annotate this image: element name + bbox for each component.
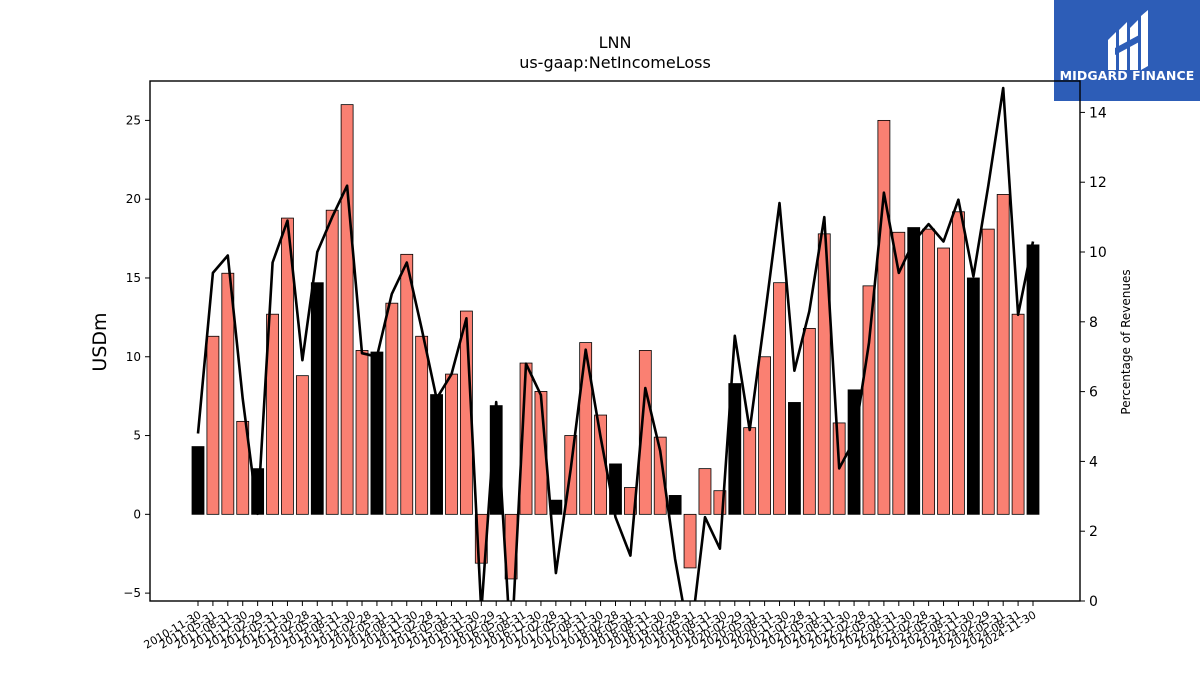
bar-2021-02-28 [802,327,816,515]
y-tick-label: 0 [133,507,141,521]
midgard-logo-icon [1108,10,1148,70]
y2-tick-label: 8 [1089,315,1098,331]
bar-2020-05-31 [758,356,772,515]
bar-2020-02-29 [743,427,757,515]
bar-2019-05-31 [698,468,712,515]
bar-2014-08-31 [415,335,429,515]
bar-2023-11-30 [966,277,980,515]
bar-2023-08-31 [952,211,965,515]
bar-2014-02-28 [385,302,399,515]
bar-2018-08-31 [653,436,667,515]
bar-2024-11-30 [1026,244,1040,515]
bar-2014-11-30 [430,394,443,515]
y2-tick-label: 10 [1089,245,1107,261]
brand-logo: MIDGARD FINANCE [1054,0,1200,101]
bar-2024-05-31 [996,194,1010,515]
y-axis-label: USDm [89,312,111,371]
bar-2019-02-28 [683,513,697,569]
bar-2010-11-30 [191,446,205,515]
bar-2012-08-31 [295,375,309,515]
y-tick-label: 5 [133,429,141,443]
bar-2022-05-31 [877,119,891,515]
y2-axis-label: Percentage of Revenues [1119,269,1133,414]
chart-title: LNN [599,33,632,52]
bar-2015-02-28 [445,373,458,515]
bar-2023-05-31 [937,247,950,515]
bar-2013-05-31 [340,104,354,515]
bar-2018-05-31 [638,350,652,515]
bar-2012-11-30 [310,282,324,515]
bar-2018-11-30 [668,495,682,515]
y-tick-label: 25 [126,113,141,127]
bar-2011-02-28 [206,335,220,515]
y2-tick-label: 12 [1089,175,1107,191]
bar-2022-08-31 [892,231,906,515]
y2-tick-label: 4 [1089,454,1098,470]
y-tick-label: 10 [126,350,141,364]
y-tick-label: 15 [126,271,141,285]
bar-2017-05-31 [579,342,593,515]
bar-2020-11-30 [788,402,801,515]
bar-2023-02-28 [922,228,936,515]
y2-tick-label: 2 [1089,524,1098,540]
chart-subtitle: us-gaap:NetIncomeLoss [519,53,711,72]
bar-2019-11-30 [728,383,742,515]
y-tick-label: −5 [123,586,141,600]
bar-2022-11-30 [907,227,921,515]
logo-text: MIDGARD FINANCE [1059,68,1195,83]
bar-2013-08-31 [355,350,369,515]
y2-tick-label: 6 [1089,385,1098,401]
y2-tick-label: 14 [1089,105,1107,121]
bar-2014-05-31 [400,253,414,515]
bar-2013-11-30 [370,351,384,515]
bar-2013-02-28 [325,209,339,515]
bar-2011-05-31 [221,272,235,515]
bar-2024-02-29 [981,228,995,515]
bar-2012-05-31 [281,217,294,515]
bar-2022-02-28 [862,285,876,515]
bar-2012-02-29 [266,313,279,515]
y2-tick-label: 0 [1089,594,1098,610]
bar-2024-08-31 [1011,313,1025,515]
percentage-of-revenues-line [196,86,1035,601]
bar-2011-08-31 [236,420,250,515]
bar-2020-08-31 [773,282,786,515]
y-tick-label: 20 [126,192,141,206]
